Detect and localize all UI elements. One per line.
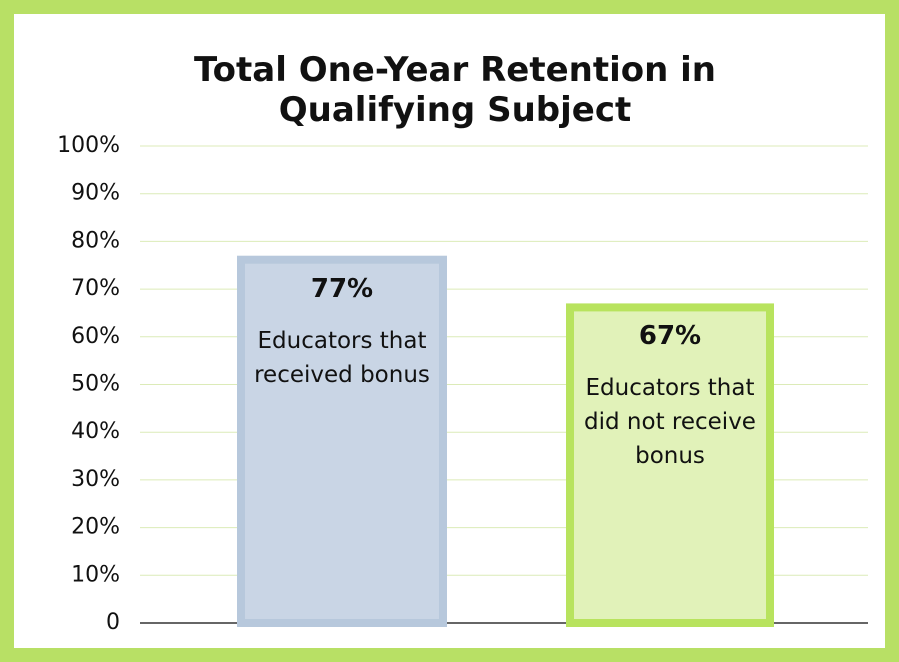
- y-tick-label: 50%: [71, 372, 120, 397]
- y-tick-label: 80%: [71, 228, 120, 253]
- category-label: Educators that received bonus: [254, 327, 430, 388]
- y-tick-label: 100%: [57, 133, 120, 158]
- value-label: 67%: [638, 321, 702, 352]
- value-label: 77%: [310, 273, 374, 304]
- bar: [237, 255, 447, 627]
- y-tick-label: 70%: [71, 276, 120, 301]
- category-label: Educators that did not receive bonus: [584, 375, 756, 470]
- y-tick-label: 60%: [71, 324, 120, 349]
- y-tick-label: 0: [106, 610, 120, 635]
- y-tick-label: 30%: [71, 467, 120, 492]
- chart-title: Total One-Year Retention in Qualifying S…: [193, 50, 717, 130]
- bar: [566, 303, 774, 627]
- y-tick-label: 20%: [71, 515, 120, 540]
- y-tick-label: 10%: [71, 562, 120, 587]
- y-tick-label: 90%: [71, 181, 120, 206]
- y-tick-label: 40%: [71, 419, 120, 444]
